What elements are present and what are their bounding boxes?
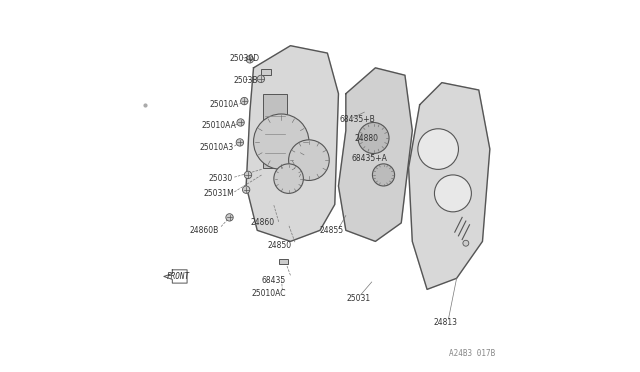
Text: 24860B: 24860B <box>189 226 218 235</box>
Text: 25010AA: 25010AA <box>201 121 236 129</box>
Text: 25010A3: 25010A3 <box>200 143 234 152</box>
Circle shape <box>289 140 329 180</box>
Text: 24850: 24850 <box>268 241 291 250</box>
Circle shape <box>435 175 472 212</box>
Text: 24813: 24813 <box>433 318 458 327</box>
Circle shape <box>243 186 250 193</box>
Circle shape <box>274 164 303 193</box>
Circle shape <box>257 75 264 83</box>
Circle shape <box>253 114 309 169</box>
Text: 68435: 68435 <box>262 276 286 285</box>
Text: 25031M: 25031M <box>203 189 234 198</box>
Circle shape <box>236 139 244 146</box>
Circle shape <box>244 171 252 179</box>
Text: 24855: 24855 <box>319 226 343 235</box>
Text: 68435+B: 68435+B <box>339 115 375 124</box>
Circle shape <box>237 119 244 126</box>
Polygon shape <box>164 270 187 283</box>
Polygon shape <box>408 83 490 289</box>
Text: 24880: 24880 <box>354 134 378 142</box>
Text: 25010A: 25010A <box>209 100 239 109</box>
Text: 25030D: 25030D <box>229 54 259 63</box>
Bar <box>280 259 287 263</box>
Circle shape <box>372 164 395 186</box>
Bar <box>263 94 287 167</box>
Text: 25031: 25031 <box>347 294 371 303</box>
Text: 68435+A: 68435+A <box>352 154 388 163</box>
Text: 2503B: 2503B <box>234 76 259 85</box>
Circle shape <box>241 97 248 105</box>
Polygon shape <box>246 46 339 241</box>
Circle shape <box>246 56 253 63</box>
Circle shape <box>358 122 389 154</box>
Text: 24860: 24860 <box>251 218 275 227</box>
Polygon shape <box>339 68 412 241</box>
Circle shape <box>463 240 468 246</box>
Text: A24B3 017B: A24B3 017B <box>449 349 495 358</box>
Text: 25030: 25030 <box>208 174 232 183</box>
Text: FRONT: FRONT <box>166 272 189 281</box>
Circle shape <box>226 214 233 221</box>
Bar <box>261 68 271 75</box>
Circle shape <box>418 129 458 169</box>
Text: 25010AC: 25010AC <box>251 289 285 298</box>
